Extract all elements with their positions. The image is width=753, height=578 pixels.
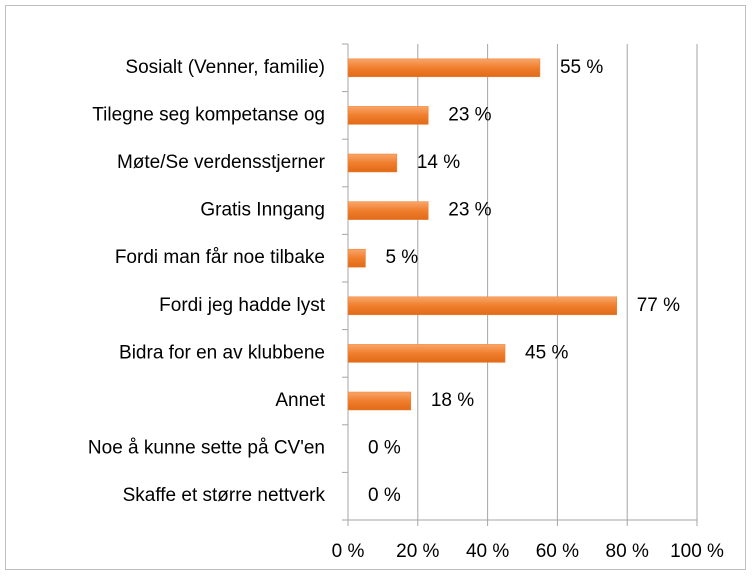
x-tick-label: 80 % (606, 541, 649, 562)
bar (347, 106, 429, 125)
data-label: 45 % (525, 342, 568, 363)
chart-border (5, 5, 746, 570)
bar (347, 391, 412, 411)
y-tick-label: Bidra for en av klubbene (119, 342, 325, 363)
x-tick-label: 0 % (332, 541, 365, 562)
bar (347, 153, 398, 173)
y-tick-label: Fordi man får noe tilbake (115, 247, 325, 268)
y-tick-label: Møte/Se verdensstjerner (117, 152, 326, 173)
data-label: 18 % (431, 390, 474, 411)
data-label: 23 % (448, 104, 491, 125)
data-label: 23 % (448, 200, 491, 221)
bar (347, 58, 541, 78)
x-tick-label: 40 % (466, 541, 509, 562)
x-tick-label: 100 % (670, 541, 724, 562)
y-tick-label: Tilegne seg kompetanse og (92, 104, 325, 125)
y-tick-label: Skaffe et større nettverk (123, 485, 326, 506)
y-tick-label: Gratis Inngang (200, 200, 325, 221)
bar (347, 201, 429, 220)
y-tick-label: Fordi jeg hadde lyst (159, 295, 326, 316)
y-tick-label: Annet (275, 390, 325, 411)
data-label: 5 % (385, 247, 418, 268)
data-label: 77 % (637, 295, 680, 316)
y-tick-label: Sosialt (Venner, familie) (125, 57, 325, 78)
data-label: 14 % (417, 152, 460, 173)
data-label: 55 % (560, 57, 603, 78)
bar (347, 344, 506, 363)
bar (347, 296, 617, 316)
bar (347, 248, 366, 268)
x-tick-label: 60 % (536, 541, 579, 562)
data-label: 0 % (368, 438, 401, 459)
y-tick-label: Noe å kunne sette på CV'en (88, 438, 325, 459)
x-tick-label: 20 % (396, 541, 439, 562)
data-label: 0 % (368, 485, 401, 506)
